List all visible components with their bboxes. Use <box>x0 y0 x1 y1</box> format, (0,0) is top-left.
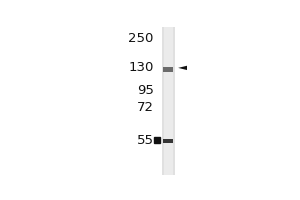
Text: 250: 250 <box>128 32 154 45</box>
Bar <box>162 27 175 175</box>
Bar <box>163 67 173 72</box>
Bar <box>164 27 173 175</box>
Text: 55: 55 <box>137 134 154 147</box>
Bar <box>163 139 173 143</box>
Text: 72: 72 <box>137 101 154 114</box>
Text: 95: 95 <box>137 84 154 97</box>
Polygon shape <box>178 66 187 70</box>
Text: 130: 130 <box>128 61 154 74</box>
